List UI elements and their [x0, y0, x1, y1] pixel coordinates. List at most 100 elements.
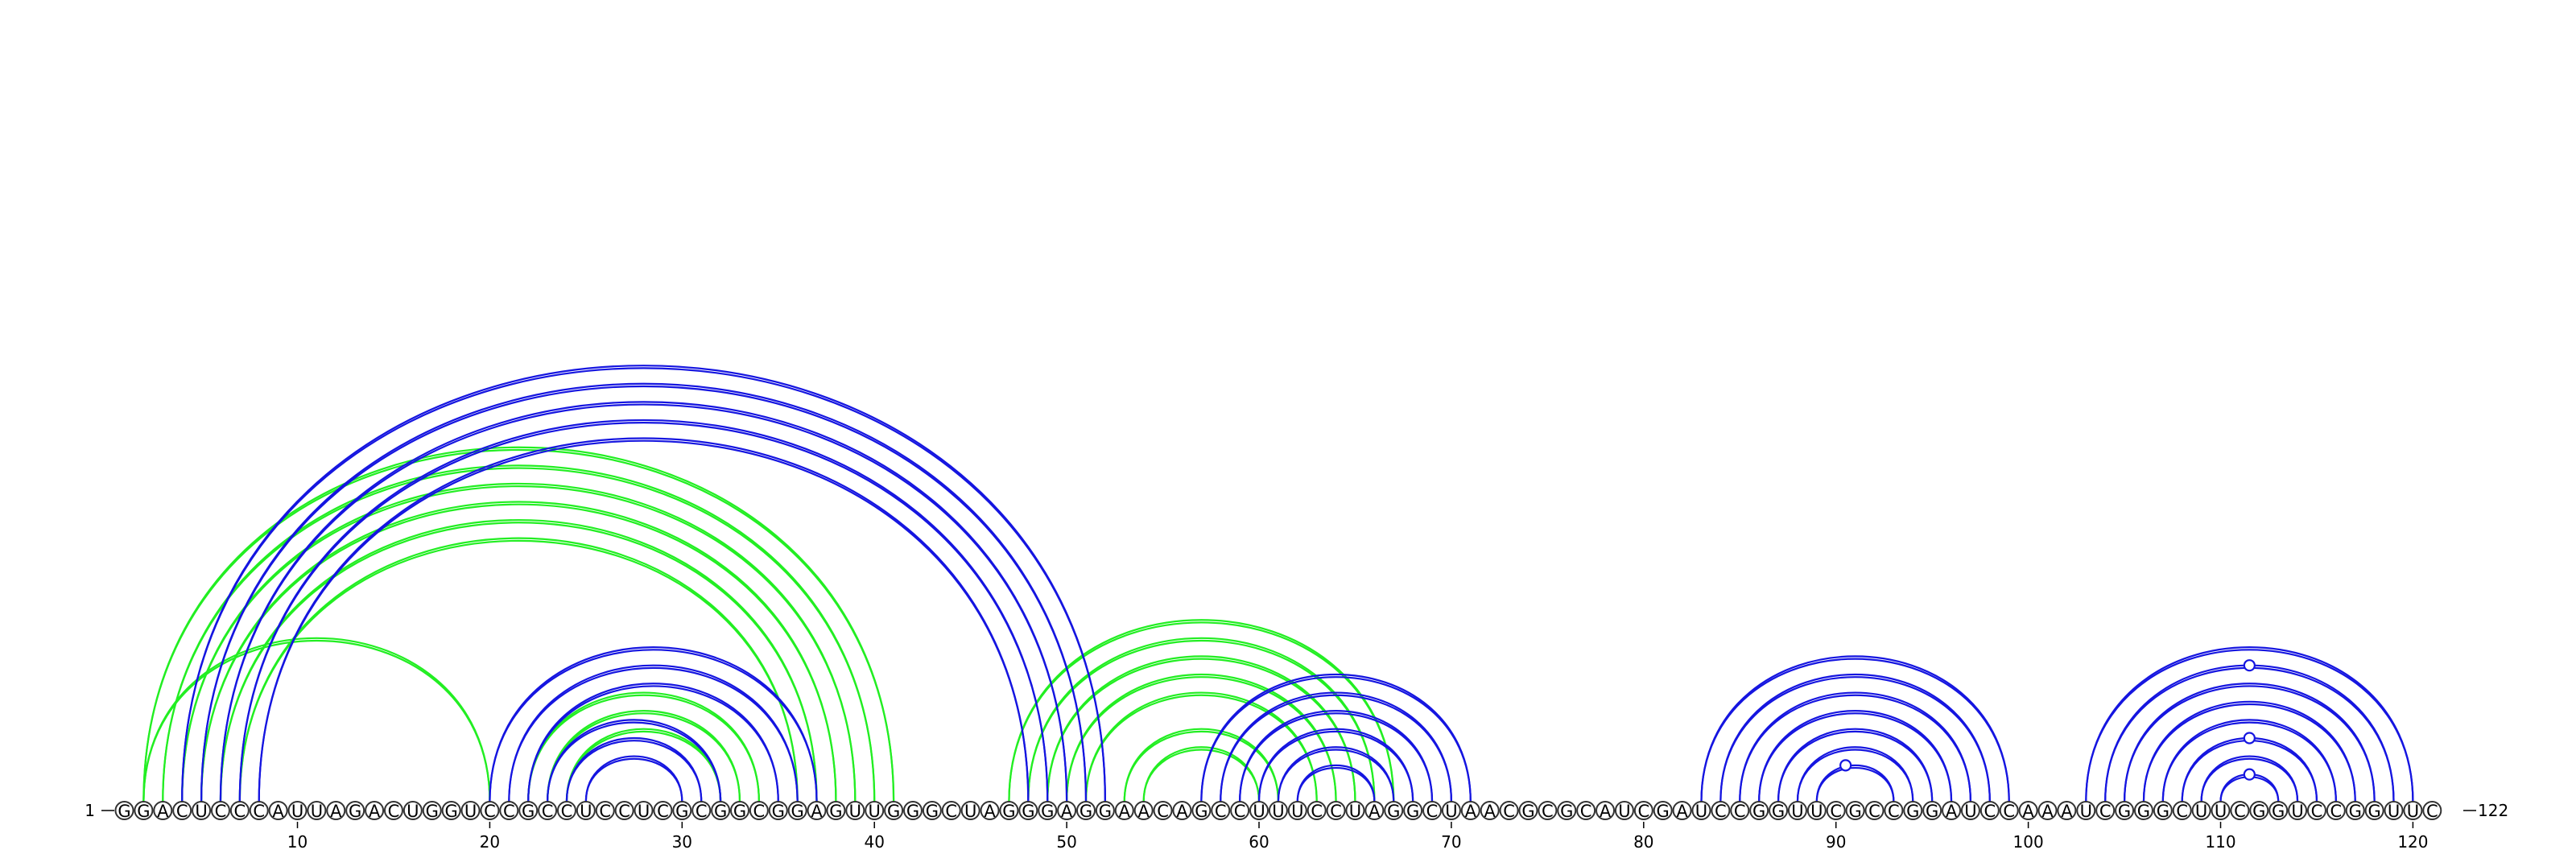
nucleotide-letter-79: U — [1618, 802, 1630, 821]
nucleotide-16: U — [404, 802, 422, 821]
nucleotide-letter-91: G — [1848, 802, 1861, 821]
nucleotide-letter-51: G — [1080, 802, 1092, 821]
nucleotide-letter-56: A — [1176, 802, 1188, 821]
nucleotide-56: A — [1173, 802, 1191, 821]
nucleotide-108: C — [2174, 802, 2191, 821]
nucleotide-74: G — [1519, 802, 1537, 821]
nucleotide-113: G — [2269, 802, 2287, 821]
nucleotide-66: A — [1365, 802, 1383, 821]
nucleotide-46: A — [981, 802, 999, 821]
nucleotide-15: C — [385, 802, 402, 821]
nucleotide-letter-108: C — [2176, 802, 2188, 821]
nucleotide-61: U — [1269, 802, 1287, 821]
nucleotide-49: G — [1038, 802, 1056, 821]
nucleotide-9: A — [270, 802, 287, 821]
nucleotide-letter-26: C — [599, 802, 611, 821]
nucleotide-letter-61: U — [1272, 802, 1284, 821]
nucleotide-92: C — [1865, 802, 1883, 821]
blue-arc-8-48 — [259, 438, 1029, 802]
nucleotide-48: G — [1019, 802, 1037, 821]
nucleotide-5: U — [192, 802, 210, 821]
nucleotide-116: C — [2327, 802, 2345, 821]
tick-40: 40 — [864, 822, 884, 852]
nucleotide-47: G — [1000, 802, 1018, 821]
nucleotide-59: C — [1231, 802, 1249, 821]
nucleotide-letter-43: G — [926, 802, 939, 821]
tick-label-80: 80 — [1633, 832, 1653, 852]
nucleotide-letter-15: C — [388, 802, 400, 821]
nucleotide-30: G — [673, 802, 691, 821]
blue-arc-89-93 — [1817, 765, 1894, 802]
nucleotide-letter-59: C — [1234, 802, 1246, 821]
nucleotide-58: C — [1212, 802, 1229, 821]
nucleotide-78: A — [1596, 802, 1614, 821]
green-arc-6-37 — [221, 520, 817, 802]
nucleotide-letter-102: A — [2061, 802, 2073, 821]
nucleotide-44: C — [943, 802, 960, 821]
nucleotide-letter-68: G — [1406, 802, 1419, 821]
nucleotide-letter-97: U — [1964, 802, 1976, 821]
nucleotide-69: C — [1423, 802, 1441, 821]
nucleotide-36: G — [789, 802, 807, 821]
nucleotide-letter-45: U — [964, 802, 976, 821]
nucleotide-21: C — [500, 802, 518, 821]
nucleotide-letter-54: A — [1137, 802, 1150, 821]
nucleotide-4: C — [173, 802, 191, 821]
nucleotide-10: U — [289, 802, 307, 821]
tick-20: 20 — [480, 822, 500, 852]
nucleotide-53: A — [1116, 802, 1133, 821]
nucleotide-letter-96: A — [1946, 802, 1958, 821]
loop-mark-4 — [2244, 660, 2255, 670]
nucleotide-letter-30: G — [675, 802, 688, 821]
nucleotide-17: G — [423, 802, 441, 821]
nucleotide-64: C — [1327, 802, 1345, 821]
nucleotide-letter-113: G — [2272, 802, 2285, 821]
tick-label-110: 110 — [2205, 832, 2235, 852]
green-arc-5-38 — [201, 502, 836, 802]
nucleotide-letter-52: G — [1099, 802, 1112, 821]
nucleotide-letter-50: A — [1061, 802, 1073, 821]
nucleotide-letter-35: G — [772, 802, 785, 821]
nucleotide-121: C — [2423, 802, 2441, 821]
blue-arc-88-94 — [1798, 747, 1913, 802]
nucleotide-letter-4: C — [176, 802, 188, 821]
tick-60: 60 — [1249, 822, 1269, 852]
nucleotide-letter-94: G — [1906, 802, 1919, 821]
nucleotide-103: U — [2077, 802, 2095, 821]
nucleotide-letter-5: U — [195, 802, 207, 821]
nucleotide-letter-110: U — [2215, 802, 2227, 821]
nucleotide-letter-88: U — [1791, 802, 1803, 821]
nucleotide-115: C — [2308, 802, 2326, 821]
nucleotide-84: C — [1711, 802, 1729, 821]
tick-110: 110 — [2205, 822, 2235, 852]
nucleotide-29: C — [654, 802, 671, 821]
nucleotide-letter-12: A — [330, 802, 342, 821]
nucleotide-letter-11: U — [311, 802, 323, 821]
nucleotide-98: C — [1981, 802, 1999, 821]
nucleotide-letter-67: G — [1387, 802, 1400, 821]
tick-label-90: 90 — [1826, 832, 1846, 852]
nucleotide-letter-90: C — [1830, 802, 1842, 821]
nucleotide-52: G — [1096, 802, 1114, 821]
nucleotide-55: C — [1154, 802, 1172, 821]
nucleotide-letter-69: C — [1426, 802, 1439, 821]
nucleotide-62: U — [1289, 802, 1307, 821]
nucleotide-letter-6: C — [215, 802, 227, 821]
nucleotide-letter-64: C — [1330, 802, 1342, 821]
nucleotide-letter-48: G — [1022, 802, 1034, 821]
nucleotide-letter-2: G — [137, 802, 150, 821]
nucleotide-96: A — [1942, 802, 1960, 821]
nucleotide-letter-101: A — [2041, 802, 2054, 821]
nucleotide-106: G — [2135, 802, 2153, 821]
nucleotide-letter-112: G — [2252, 802, 2265, 821]
nucleotide-letter-53: A — [1119, 802, 1131, 821]
nucleotide-letter-89: U — [1810, 802, 1823, 821]
nucleotide-letter-40: U — [869, 802, 881, 821]
nucleotide-letter-115: C — [2311, 802, 2323, 821]
nucleotide-letter-119: U — [2388, 802, 2400, 821]
nucleotide-letter-121: C — [2426, 802, 2438, 821]
nucleotide-letter-22: G — [522, 802, 535, 821]
nucleotide-120: U — [2404, 802, 2421, 821]
green-arc-2-20 — [143, 638, 489, 802]
